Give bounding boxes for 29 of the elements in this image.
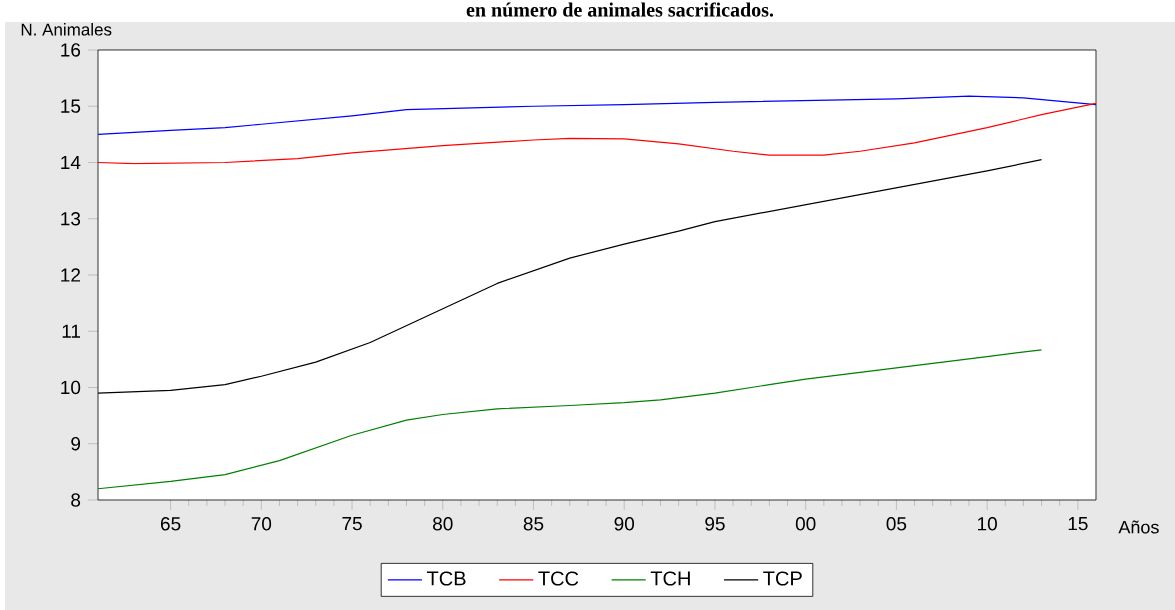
y-tick-label: 15 — [61, 99, 81, 113]
x-tick-label: 15 — [1068, 517, 1088, 531]
x-tick-label: 65 — [161, 517, 181, 531]
x-tick-label: 95 — [705, 517, 725, 531]
x-tick-label: 85 — [523, 517, 544, 531]
y-tick-label: 14 — [61, 155, 81, 170]
legend-label: TCH — [650, 571, 690, 586]
y-tick-label: 11 — [62, 324, 81, 338]
x-tick-label: 00 — [795, 517, 816, 531]
y-tick-label: 10 — [61, 380, 81, 395]
legend-label: TCB — [426, 571, 466, 586]
y-tick-label: 8 — [71, 493, 81, 507]
y-tick-label: 16 — [61, 43, 81, 57]
legend-label: TCP — [763, 571, 802, 586]
y-tick-label: 12 — [61, 268, 80, 282]
line-series — [98, 102, 1096, 165]
chart-title: en número de animales sacrificados. — [466, 2, 774, 17]
x-tick-label: 70 — [251, 517, 272, 531]
y-tick-label: 13 — [61, 212, 81, 226]
x-tick-label: 05 — [886, 517, 907, 531]
y-axis-title: N. Animales — [21, 23, 112, 36]
line-series — [98, 349, 1043, 490]
legend-label: TCC — [538, 571, 579, 586]
y-tick-label: 9 — [71, 437, 81, 451]
x-tick-label: 80 — [433, 517, 453, 531]
x-tick-label: 75 — [342, 517, 362, 531]
x-tick-label: 90 — [614, 517, 635, 531]
x-axis-title: Años — [1118, 520, 1159, 534]
x-tick-label: 10 — [978, 517, 997, 531]
